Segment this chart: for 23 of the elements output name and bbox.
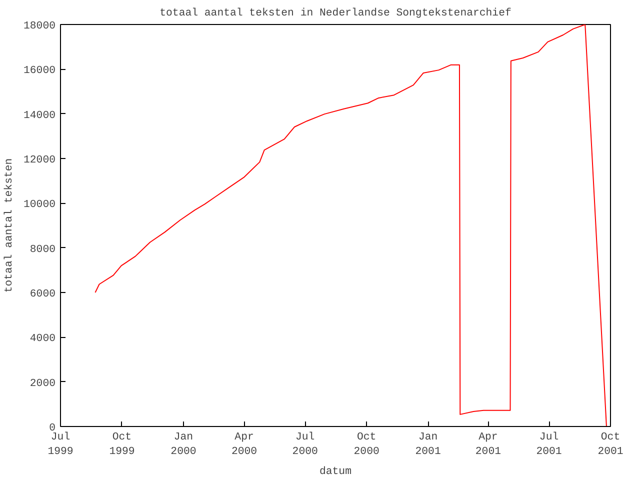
y-tick-label: 18000 bbox=[24, 20, 56, 32]
x-tick-label: Oct 1999 bbox=[109, 432, 135, 458]
y-tick-label: 12000 bbox=[24, 154, 56, 166]
y-tick-label: 6000 bbox=[30, 288, 56, 300]
x-tick-label: Apr 2001 bbox=[475, 432, 502, 458]
y-tick-label: 4000 bbox=[30, 333, 56, 346]
x-tick-label: Jul 2000 bbox=[292, 432, 318, 458]
x-tick-label: Apr 2000 bbox=[231, 432, 258, 458]
y-axis-title: totaal aantal teksten bbox=[4, 158, 16, 293]
x-tick-label: Jul 1999 bbox=[48, 432, 74, 458]
x-tick-label: Jul 2001 bbox=[536, 432, 562, 458]
chart-title: totaal aantal teksten in Nederlandse Songtekstenarchief bbox=[160, 8, 512, 20]
y-tick-label: 14000 bbox=[24, 110, 56, 122]
y-tick-label: 2000 bbox=[30, 378, 56, 390]
x-tick-label: Jan 2000 bbox=[170, 432, 196, 458]
x-tick-label: Jan 2001 bbox=[415, 432, 441, 458]
line-series bbox=[94, 24, 607, 426]
x-axis-title: datum bbox=[320, 466, 352, 478]
x-tick-label: Oct 2001 bbox=[598, 432, 624, 458]
y-tick-label: 8000 bbox=[30, 244, 56, 256]
y-tick-label: 10000 bbox=[24, 199, 56, 212]
x-tick-label: Oct 2000 bbox=[354, 432, 380, 458]
y-tick-label: 16000 bbox=[24, 65, 56, 78]
